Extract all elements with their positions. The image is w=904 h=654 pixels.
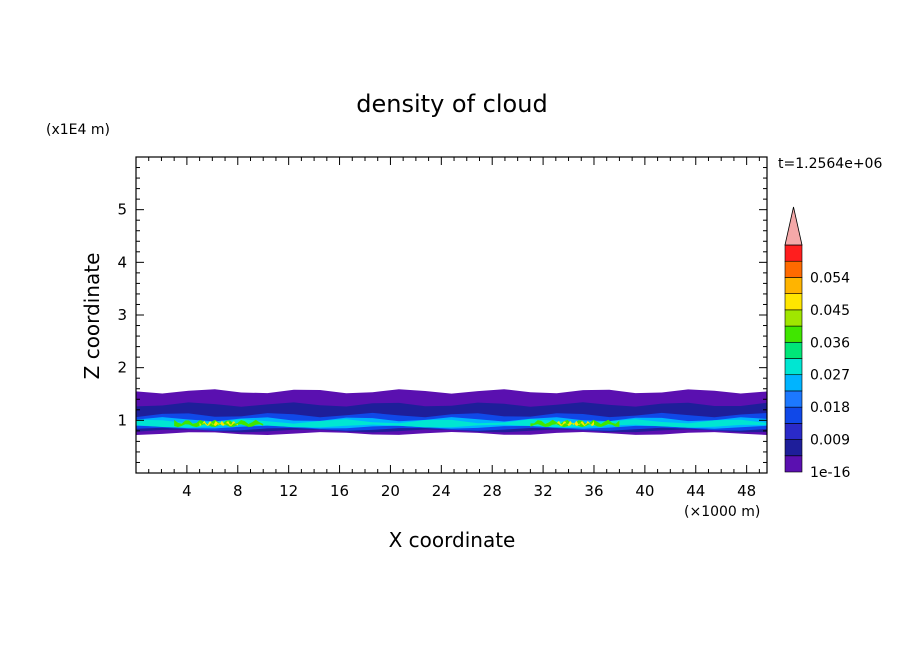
colorbar-swatch [784,455,803,473]
y-tick-label: 3 [117,306,127,324]
colorbar-swatch [784,341,803,359]
x-tick-label: 16 [330,482,349,500]
colorbar-label: 0.045 [810,303,850,319]
contour-band [136,419,767,428]
x-tick-label: 36 [584,482,603,500]
y-axis-ticks: 1 2 3 4 5 [117,167,767,463]
colorbar-swatch [784,293,803,311]
colorbar-swatch [784,423,803,440]
colorbar-extend-arrow [784,206,803,246]
y-unit-label: (x1E4 m) [46,122,110,138]
colorbar-swatch [784,325,803,343]
colorbar-label: 1e-16 [810,465,850,481]
colorbar-label: 0.036 [810,335,850,351]
colorbar-swatch [784,374,803,392]
colorbar-label: 0.009 [810,433,850,449]
colorbar-label: 0.027 [810,368,850,384]
colorbar-swatch [784,260,803,278]
contour-band [530,419,620,428]
x-axis-label: X coordinate [389,528,516,552]
x-tick-label: 48 [737,482,756,500]
colorbar-swatch [784,277,803,294]
colorbar-swatch [784,358,803,376]
x-tick-label: 44 [686,482,705,500]
x-tick-label: 28 [483,482,502,500]
colorbar-label: 0.018 [810,400,850,416]
colorbar-swatch [784,406,803,424]
x-tick-label: 8 [233,482,243,500]
x-tick-label: 20 [381,482,400,500]
x-unit-label: (×1000 m) [684,504,760,520]
y-tick-label: 4 [117,253,127,271]
y-tick-label: 2 [117,359,127,377]
plot-title: density of cloud [356,90,547,118]
time-label: t=1.2564e+06 [778,156,882,172]
x-tick-label: 24 [432,482,451,500]
contour-band [199,420,238,426]
plot-frame [135,156,768,474]
colorbar-swatch [784,390,803,408]
x-tick-label: 40 [635,482,654,500]
y-tick-label: 5 [117,201,127,219]
y-axis-label: Z coordinate [80,253,104,380]
x-tick-label: 4 [182,482,192,500]
x-axis-ticks: 4 8 12 16 20 24 28 32 36 40 44 48 [148,157,760,500]
chart-title: density of cloud [356,90,547,118]
contour-band [555,420,594,426]
colorbar-swatch [784,439,803,457]
x-tick-label: 32 [534,482,553,500]
colorbar-swatch [784,309,803,327]
colorbar: 1e-16 0.009 0.018 0.027 0.036 0.045 0.054 [784,206,850,481]
colorbar-swatch [784,244,803,262]
x-tick-label: 12 [279,482,298,500]
colorbar-label: 0.054 [810,270,850,286]
y-tick-label: 1 [117,411,127,429]
plot-area [136,389,767,435]
